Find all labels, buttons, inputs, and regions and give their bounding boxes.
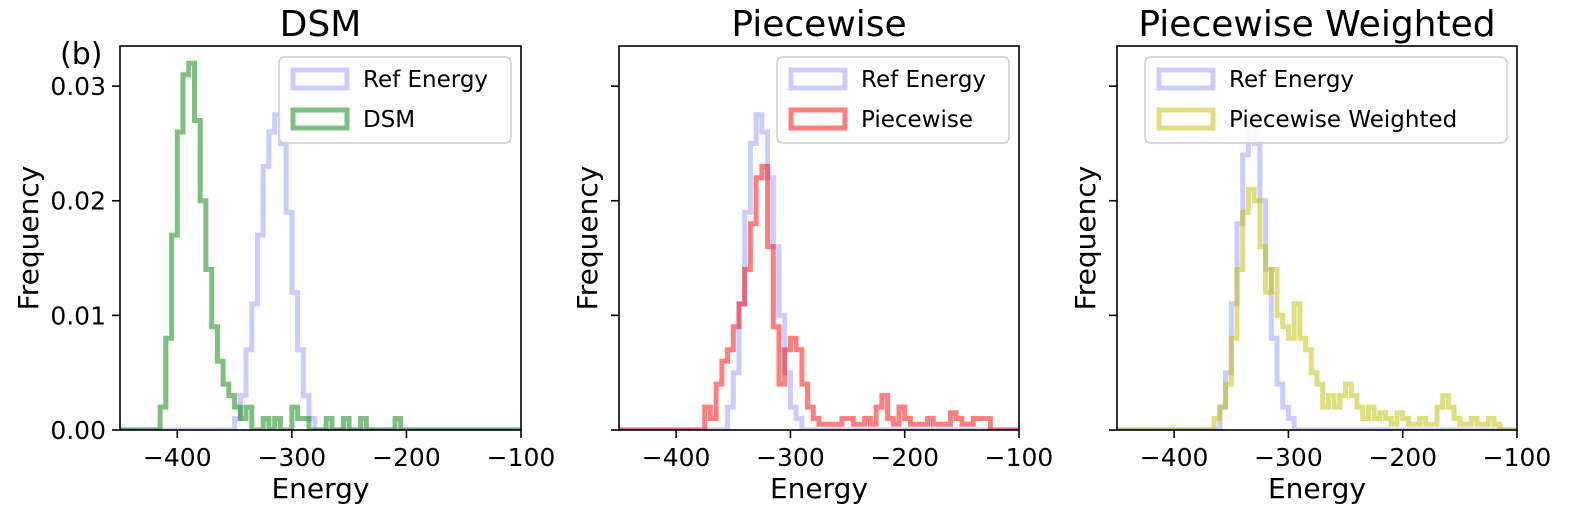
- x-axis-label: Energy: [271, 472, 369, 505]
- x-tick-label: −300: [258, 443, 327, 472]
- x-tick-label: −200: [1368, 443, 1437, 472]
- legend-frame: [1144, 56, 1508, 144]
- legend-swatch-ref-energy: [1156, 67, 1216, 91]
- axes-frame: [119, 45, 522, 431]
- legend: Ref Energy Piecewise: [776, 56, 1010, 144]
- axes-frame: [1116, 45, 1518, 431]
- legend-label: Ref Energy: [861, 67, 986, 93]
- y-tick-label: 0.03: [50, 72, 106, 101]
- legend-label: Ref Energy: [363, 67, 488, 93]
- legend-swatch-piecewise-weighted: [1156, 107, 1216, 131]
- x-tick-label: −300: [1254, 443, 1323, 472]
- x-tick-label: −200: [870, 443, 939, 472]
- histogram-piecewise-weighted: [1117, 186, 1517, 430]
- y-axis-label: Frequency: [571, 166, 604, 311]
- legend-label: DSM: [363, 107, 415, 133]
- x-tick-label: −100: [487, 443, 556, 472]
- panel-piecewise: −400 −300 −200 −100 Piecewise Energy Frequency…: [571, 4, 1053, 505]
- chart-title: DSM: [280, 4, 362, 45]
- legend: Ref Energy Piecewise Weighted: [1144, 56, 1508, 144]
- legend-swatch-ref-energy: [788, 67, 848, 91]
- x-tick-label: −100: [1483, 443, 1552, 472]
- legend-label: Piecewise Weighted: [1229, 107, 1457, 133]
- legend-frame: [278, 56, 512, 144]
- y-tick-label: 0.01: [50, 301, 106, 330]
- y-tick-label: 0.00: [50, 416, 106, 445]
- x-tick-label: −400: [642, 443, 711, 472]
- legend: Ref Energy DSM: [278, 56, 512, 144]
- axes-frame: [618, 45, 1020, 431]
- legend-label: Ref Energy: [1229, 67, 1354, 93]
- legend-label: Piecewise: [861, 107, 973, 133]
- chart-title: Piecewise Weighted: [1138, 4, 1495, 45]
- x-tick-label: −400: [143, 443, 212, 472]
- panel-dsm: −400 −300 −200 −100 0.00 0.01 0.02 0.03 DSM Energ…: [12, 4, 555, 505]
- y-axis-label: Frequency: [12, 166, 45, 311]
- x-tick-label: −300: [756, 443, 825, 472]
- histogram-dsm: [120, 60, 521, 430]
- x-axis-label: Energy: [770, 472, 868, 505]
- y-axis-label: Frequency: [1069, 166, 1102, 311]
- histogram-ref-energy: [120, 112, 521, 430]
- panel-label: (b): [60, 37, 102, 72]
- x-tick-label: −400: [1140, 443, 1209, 472]
- series-group: [120, 60, 521, 430]
- x-axis-label: Energy: [1268, 472, 1366, 505]
- series-group: [1117, 112, 1517, 430]
- series-group: [619, 112, 1019, 430]
- legend-swatch-ref-energy: [290, 67, 350, 91]
- legend-swatch-dsm: [290, 107, 350, 131]
- x-tick-label: −100: [985, 443, 1054, 472]
- x-tick-label: −200: [372, 443, 441, 472]
- histogram-ref-energy: [619, 112, 1019, 430]
- panel-piecewise-weighted: −400 −300 −200 −100 Piecewise Weighted Energy…: [1069, 4, 1551, 505]
- y-tick-label: 0.02: [50, 187, 106, 216]
- histogram-piecewise: [619, 163, 1019, 430]
- chart-title: Piecewise: [731, 4, 906, 45]
- legend-frame: [776, 56, 1010, 144]
- legend-swatch-piecewise: [788, 107, 848, 131]
